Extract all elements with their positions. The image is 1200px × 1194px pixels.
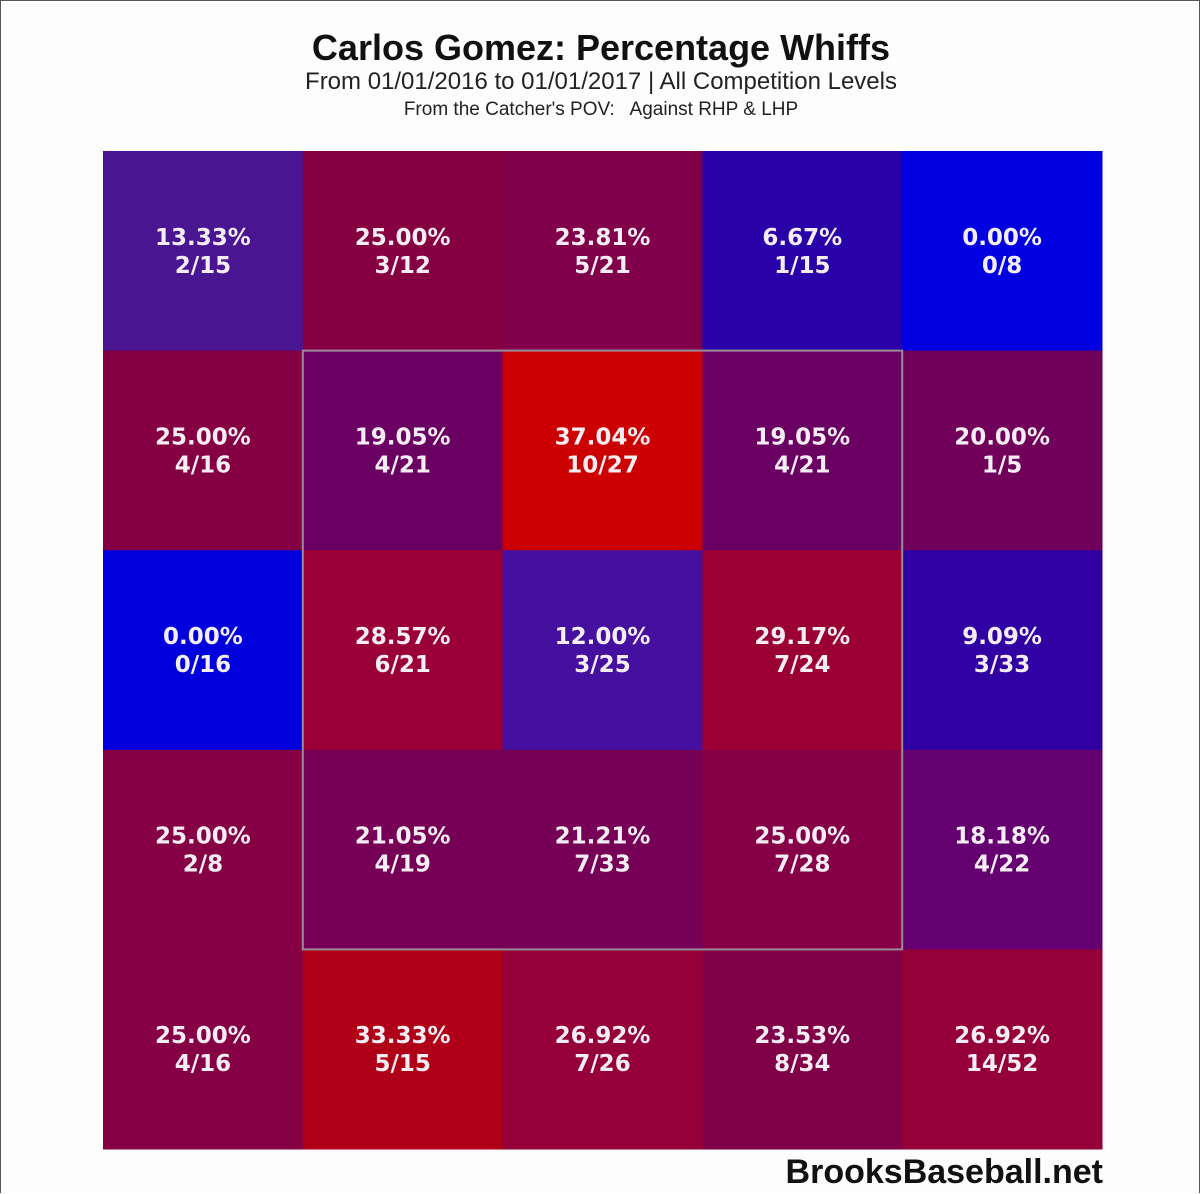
cell-percentage: 19.05% [754,424,850,450]
source-watermark: BrooksBaseball.net [785,1153,1103,1191]
heatmap-cell [702,151,903,352]
cell-percentage: 25.00% [155,424,251,450]
cell-count: 4/19 [374,852,430,878]
cell-percentage: 25.00% [355,225,451,251]
heatmap-cell [902,949,1103,1150]
heatmap-cell [103,949,304,1150]
cell-count: 4/16 [175,1051,231,1077]
cell-count: 4/21 [774,452,830,478]
cell-percentage: 25.00% [754,824,850,850]
cell-percentage: 23.53% [754,1023,850,1049]
cell-percentage: 29.17% [754,624,850,650]
chart-subtitle-pov: From the Catcher's POV: Against RHP & LH… [403,99,799,120]
cell-count: 2/8 [183,852,223,878]
cell-count: 1/15 [774,253,830,279]
heatmap-cell [302,749,504,950]
cell-count: 14/52 [966,1051,1038,1077]
cell-count: 4/16 [175,452,231,478]
heatmap-cell [103,151,304,352]
heatmap-cell [502,949,703,1150]
chart-subtitle: From 01/01/2016 to 01/01/2017 | All Comp… [305,68,897,95]
heatmap-cell [502,749,703,950]
cell-count: 0/8 [982,253,1022,279]
cell-count: 6/21 [374,652,430,678]
heatmap-cell [702,350,903,551]
cell-count: 8/34 [774,1051,830,1077]
cell-count: 7/33 [574,852,630,878]
cell-percentage: 26.92% [954,1023,1050,1049]
cell-percentage: 6.67% [762,225,842,251]
cell-count: 7/26 [574,1051,630,1077]
heatmap-cell [502,550,703,751]
cell-percentage: 26.92% [555,1023,651,1049]
cell-count: 7/24 [774,652,830,678]
cell-percentage: 23.81% [555,225,651,251]
heatmap-cell [702,749,903,950]
cell-count: 0/16 [175,652,231,678]
heatmap-cell [902,151,1103,352]
heatmap-cell [902,749,1103,950]
heatmap-cell [302,151,504,352]
cell-percentage: 0.00% [962,225,1042,251]
cell-count: 4/22 [974,852,1030,878]
cell-percentage: 9.09% [962,624,1042,650]
cell-percentage: 19.05% [355,424,451,450]
cell-count: 7/28 [774,852,830,878]
cell-count: 5/15 [374,1051,430,1077]
cell-percentage: 25.00% [155,1023,251,1049]
cell-percentage: 37.04% [555,424,651,450]
cell-percentage: 25.00% [155,824,251,850]
cell-percentage: 18.18% [954,824,1050,850]
heatmap-cell [702,550,903,751]
cell-percentage: 33.33% [355,1023,451,1049]
heatmap-cell [902,550,1103,751]
heatmap-cell [902,350,1103,551]
cell-count: 2/15 [175,253,231,279]
cell-percentage: 12.00% [555,624,651,650]
cell-percentage: 21.21% [555,824,651,850]
cell-percentage: 13.33% [155,225,251,251]
cell-count: 10/27 [566,452,638,478]
cell-percentage: 0.00% [163,624,243,650]
heatmap-cell [502,350,703,551]
cell-count: 1/5 [982,452,1022,478]
cell-count: 3/12 [374,253,430,279]
cell-count: 5/21 [574,253,630,279]
heatmap-cell [302,550,504,751]
cell-count: 3/25 [574,652,630,678]
heatmap-cell [302,350,504,551]
chart-title: Carlos Gomez: Percentage Whiffs [311,27,891,68]
strike-zone-outline [301,349,904,951]
heatmap-cell [103,749,304,950]
cell-percentage: 20.00% [954,424,1050,450]
heatmap-cell [103,550,304,751]
cell-percentage: 28.57% [355,624,451,650]
heatmap-cell [502,151,703,352]
cell-count: 4/21 [374,452,430,478]
heatmap-cell [702,949,903,1150]
cell-percentage: 21.05% [355,824,451,850]
cell-count: 3/33 [974,652,1030,678]
heatmap-cell [302,949,504,1150]
heatmap-cell [103,350,304,551]
